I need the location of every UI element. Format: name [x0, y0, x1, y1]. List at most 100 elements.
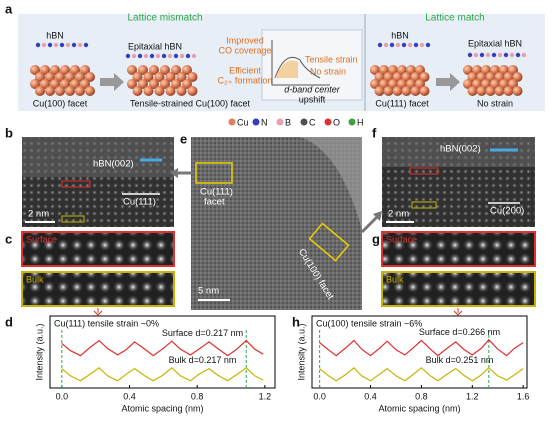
cu-atom — [75, 72, 85, 82]
hbn-atom — [149, 53, 155, 59]
series-label: Bulk d=0.217 nm — [169, 355, 237, 365]
cu-atom — [374, 86, 385, 96]
hbn-atom — [173, 53, 179, 59]
plot-frame — [49, 315, 276, 389]
label: Efficient — [229, 65, 261, 75]
hbn-atom — [425, 42, 431, 48]
hbn-atom — [179, 53, 185, 59]
cu-atom — [149, 65, 159, 75]
cu-atom — [154, 86, 165, 96]
cu-atom — [60, 79, 70, 89]
x-axis-label: Atomic spacing (nm) — [378, 403, 460, 413]
x-tick-label: 0.0 — [56, 391, 69, 401]
label: d-band center — [284, 84, 341, 94]
crop — [21, 231, 175, 267]
box — [61, 180, 91, 188]
cu-atom — [55, 86, 65, 96]
legend-label: N — [261, 117, 268, 127]
label: Tensile-strained Cu(100) facet — [130, 98, 251, 108]
series-line — [61, 339, 264, 357]
arrow — [170, 168, 178, 178]
panel-label: c — [5, 231, 12, 246]
cu-atom — [176, 72, 187, 82]
cu-atom — [40, 65, 50, 75]
cu-atom — [40, 79, 50, 89]
hbn-atom — [491, 52, 497, 58]
label: C₂₊ formation — [218, 75, 273, 85]
cu-atom — [176, 86, 187, 96]
arrow — [93, 308, 103, 316]
legend-label: H — [357, 117, 364, 127]
cu-atom — [165, 86, 176, 96]
label: Bulk — [386, 274, 404, 284]
legend-label: C — [309, 117, 316, 127]
hbn-atom — [35, 42, 41, 48]
arrow — [373, 211, 382, 221]
legend-dot — [300, 118, 308, 126]
cu-atom — [171, 79, 181, 89]
dband-sketch — [271, 40, 330, 86]
hbn-atom — [401, 42, 407, 48]
tem-image — [191, 137, 362, 310]
label: No strain — [310, 66, 346, 76]
legend-label: B — [285, 117, 291, 127]
cu-atom — [419, 86, 430, 96]
label: Surface — [26, 234, 57, 244]
hbn-atom — [59, 42, 65, 48]
cu-atom — [35, 86, 45, 96]
cu-atom — [476, 86, 487, 96]
label: Cu(111) — [123, 197, 156, 208]
cu-atom — [503, 86, 514, 96]
label: hBN(002) — [93, 159, 134, 170]
hbn-atom — [479, 52, 485, 58]
cu-atom — [512, 86, 523, 96]
cu-atom — [485, 86, 496, 96]
hbn-atom — [377, 42, 383, 48]
crop — [21, 271, 175, 307]
cu-atom — [127, 65, 137, 75]
label: Surface — [386, 234, 417, 244]
hbn-atom — [185, 53, 191, 59]
series-line — [319, 338, 524, 357]
cu-atom — [132, 86, 143, 96]
x-tick-label: 0.8 — [191, 391, 204, 401]
hbn-atom — [467, 52, 473, 58]
cu-atom — [45, 72, 55, 82]
hbn-atom — [395, 42, 401, 48]
cu-atom — [494, 86, 505, 96]
cu-atom — [50, 79, 60, 89]
box — [195, 162, 233, 184]
label: facet — [204, 197, 225, 208]
cu-atom — [143, 86, 154, 96]
x-tick-label: 0.4 — [364, 391, 377, 401]
cu-atom — [50, 65, 60, 75]
cu-atom — [60, 65, 70, 75]
arrow — [436, 73, 460, 91]
hbn-atom — [521, 52, 527, 58]
y-axis-label: Intensity (a.u.) — [296, 323, 306, 380]
hbn-atom — [83, 42, 89, 48]
label: No strain — [477, 98, 513, 108]
hbn-atom — [77, 42, 83, 48]
label: Cu(111) facet — [375, 98, 429, 108]
hbn-atom — [191, 53, 197, 59]
cu-atom — [187, 86, 198, 96]
legend-dot — [348, 118, 356, 126]
hbn-atom — [71, 42, 77, 48]
label: 5 nm — [198, 286, 219, 297]
box — [411, 201, 437, 209]
panel-label: e — [180, 131, 187, 146]
cu-atom — [143, 72, 154, 82]
label: hBN(002) — [440, 144, 481, 155]
cu-atom — [132, 72, 143, 82]
arrow — [453, 308, 463, 316]
label: hBN — [391, 30, 409, 40]
heading: Lattice mismatch — [127, 13, 202, 24]
atom-legend: Cu N B C O H — [228, 117, 364, 127]
label: Tensile strain — [305, 54, 358, 64]
cu-atom — [127, 79, 137, 89]
plot-frame — [311, 315, 528, 389]
cu-atom — [65, 72, 75, 82]
label: Bulk — [26, 274, 44, 284]
